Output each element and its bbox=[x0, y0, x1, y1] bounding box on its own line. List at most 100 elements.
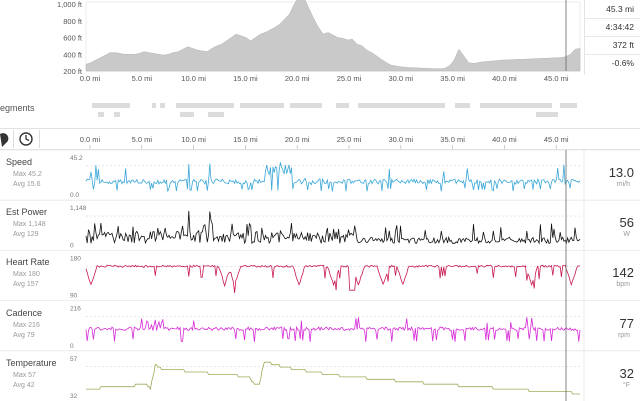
cadence-y-max-label: 216 bbox=[70, 306, 81, 313]
segment-bar bbox=[536, 112, 558, 117]
distance-axis-label: 10.0 mi bbox=[181, 135, 206, 144]
segment-bar bbox=[180, 112, 194, 117]
elevation-chart[interactable]: 1,000 ft 800 ft 600 ft 400 ft 200 ft 0.0 mi 5… bbox=[0, 0, 640, 90]
toolbar-divider bbox=[39, 130, 40, 148]
toolbar-divider bbox=[13, 130, 14, 148]
segment-bar bbox=[176, 103, 234, 108]
segment-bar bbox=[114, 112, 120, 117]
hr-title: Heart Rate bbox=[6, 257, 50, 268]
elevation-x-label: 5.0 mi bbox=[132, 74, 153, 83]
elevation-tick-label: 1,000 ft bbox=[57, 0, 83, 9]
hr-current-value: 142 bbox=[612, 265, 634, 281]
power-max-stat: Max 1,148 bbox=[13, 221, 46, 229]
time-readout: 4:34:42 bbox=[605, 22, 634, 32]
segment-bar bbox=[208, 112, 224, 117]
grade-readout: -0.6% bbox=[611, 58, 634, 68]
segment-bar bbox=[98, 112, 104, 117]
power-title: Est Power bbox=[6, 207, 48, 218]
segment-bar bbox=[92, 103, 130, 108]
temp-y-max-label: 57 bbox=[70, 356, 78, 363]
power-unit: W bbox=[623, 231, 630, 239]
elevation-x-label: 15.0 mi bbox=[233, 74, 258, 83]
hr-y-max-label: 180 bbox=[70, 255, 81, 262]
segment-bar bbox=[560, 103, 577, 108]
speed-y-max-label: 45.2 bbox=[70, 155, 83, 162]
distance-axis-label: 40.0 mi bbox=[492, 135, 517, 144]
hr-avg-stat: Avg 157 bbox=[13, 281, 39, 289]
elevation-x-label: 0.0 mi bbox=[80, 74, 101, 83]
cadence-avg-stat: Avg 79 bbox=[13, 331, 35, 339]
toolbar-divider bbox=[0, 149, 640, 150]
clock-icon bbox=[19, 132, 33, 146]
hr-series-line bbox=[85, 264, 581, 293]
segment-bar bbox=[290, 103, 322, 108]
segment-bar bbox=[455, 103, 470, 108]
elevation-x-label: 45.0 mi bbox=[544, 74, 569, 83]
elevation-x-label: 35.0 mi bbox=[440, 74, 465, 83]
temp-avg-stat: Avg 42 bbox=[13, 381, 35, 389]
distance-axis-label: 20.0 mi bbox=[285, 135, 310, 144]
temp-max-stat: Max 57 bbox=[13, 371, 36, 379]
elevation-tick-label: 400 ft bbox=[63, 50, 83, 59]
speed-unit: mi/h bbox=[616, 181, 630, 188]
readout-divider bbox=[584, 18, 640, 19]
distance-axis-label: 5.0 mi bbox=[132, 135, 153, 144]
data-panels[interactable]: 45.2 0.0 1,148 0 180 90 216 0 57 32 bbox=[0, 150, 640, 401]
power-series-line bbox=[85, 210, 581, 245]
elevation-x-label: 30.0 mi bbox=[388, 74, 413, 83]
elevation-tick-label: 600 ft bbox=[63, 34, 83, 43]
hr-y-min-label: 90 bbox=[70, 293, 78, 300]
readout-divider bbox=[584, 36, 640, 37]
temp-current-value: 32 bbox=[619, 365, 634, 381]
cadence-title: Cadence bbox=[6, 307, 43, 318]
distance-axis-label: 30.0 mi bbox=[388, 135, 413, 144]
power-avg-stat: Avg 129 bbox=[13, 231, 39, 239]
speed-y-min-label: 0.0 bbox=[70, 192, 79, 199]
distance-axis-label: 45.0 mi bbox=[544, 135, 569, 144]
segment-bar bbox=[336, 103, 349, 108]
elevation-value-readout: 372 ft bbox=[612, 40, 634, 50]
segment-bar bbox=[152, 103, 156, 108]
speed-current-value: 13.0 bbox=[608, 165, 634, 180]
elevation-x-label: 40.0 mi bbox=[492, 74, 517, 83]
elevation-tick-label: 200 ft bbox=[63, 67, 83, 76]
speed-avg-stat: Avg 15.6 bbox=[13, 181, 41, 188]
elevation-x-label: 20.0 mi bbox=[285, 74, 310, 83]
segments-track[interactable] bbox=[0, 100, 640, 120]
elevation-profile bbox=[85, 0, 581, 72]
distance-axis-label: 25.0 mi bbox=[337, 135, 362, 144]
power-y-min-label: 0 bbox=[70, 242, 74, 249]
segment-bar bbox=[358, 103, 445, 108]
hr-unit: bpm bbox=[616, 281, 630, 289]
segment-bar bbox=[160, 103, 165, 108]
map-pin-button[interactable] bbox=[0, 130, 14, 148]
elevation-x-label: 25.0 mi bbox=[337, 74, 362, 83]
elevation-x-label: 10.0 mi bbox=[181, 74, 206, 83]
elevation-tick-label: 800 ft bbox=[63, 17, 83, 26]
temp-unit: °F bbox=[622, 381, 630, 389]
segments-label: egments bbox=[0, 103, 35, 113]
distance-readout: 45.3 mi bbox=[606, 4, 634, 14]
power-y-max-label: 1,148 bbox=[70, 205, 87, 212]
segment-bar bbox=[480, 103, 552, 108]
distance-axis: 0.0 mi 5.0 mi 10.0 mi 15.0 mi 20.0 mi 25.0 mi… bbox=[80, 135, 569, 149]
temp-title: Temperature bbox=[6, 357, 57, 368]
cadence-max-stat: Max 216 bbox=[13, 321, 40, 329]
readout-divider bbox=[584, 54, 640, 55]
hr-max-stat: Max 180 bbox=[13, 271, 40, 279]
segment-bar bbox=[240, 103, 284, 108]
temp-series-line bbox=[86, 361, 580, 395]
cadence-current-value: 77 bbox=[619, 315, 634, 331]
temp-y-min-label: 32 bbox=[70, 393, 78, 400]
speed-title: Speed bbox=[6, 157, 33, 167]
speed-series-line bbox=[85, 162, 581, 192]
toolbar-divider bbox=[0, 128, 640, 129]
readout-divider bbox=[584, 0, 585, 75]
distance-axis-label: 35.0 mi bbox=[440, 135, 465, 144]
clock-button[interactable] bbox=[18, 131, 34, 147]
cadence-y-min-label: 0 bbox=[70, 343, 74, 350]
cadence-unit: rpm bbox=[617, 331, 630, 339]
power-current-value: 56 bbox=[619, 215, 634, 231]
cadence-series-line bbox=[85, 317, 581, 343]
speed-max-stat: Max 45.2 bbox=[13, 171, 42, 178]
